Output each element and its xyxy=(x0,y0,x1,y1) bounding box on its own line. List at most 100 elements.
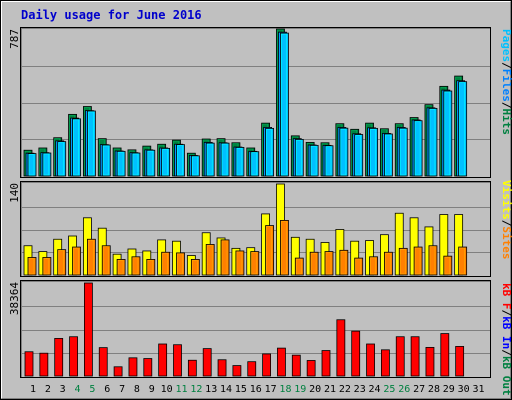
legend-hits: Hits xyxy=(500,109,512,136)
x-tick-label: 30 xyxy=(458,384,470,395)
x-tick-label: 11 xyxy=(175,384,187,395)
bar-pages-day-22 xyxy=(339,127,349,177)
bar-kb-day-6 xyxy=(98,347,108,377)
x-tick-label: 4 xyxy=(75,384,81,395)
bar-kb-day-23 xyxy=(351,330,361,377)
svg-text:Pages/Files/Hits: Pages/Files/Hits xyxy=(500,29,512,135)
bar-kb-day-27 xyxy=(410,336,420,377)
bar-sites-day-15 xyxy=(235,250,245,276)
bar-kb-day-13 xyxy=(202,348,212,377)
bar-kb-day-25 xyxy=(380,349,390,377)
legend-sep-2: / xyxy=(500,102,512,109)
bar-pages-day-29 xyxy=(443,90,453,177)
bar-kb-day-4 xyxy=(69,336,78,377)
bar-kb-day-16 xyxy=(247,361,257,377)
bar-sites-day-18 xyxy=(280,219,289,276)
bar-pages-day-9 xyxy=(146,149,156,177)
y-max-label-middle: 140 xyxy=(8,183,21,203)
panel-hits-files-pages: 787 Pages/Files/Hits xyxy=(8,27,512,178)
bar-pages-day-12 xyxy=(190,155,200,177)
x-tick-label: 5 xyxy=(89,384,95,395)
x-tick-label: 29 xyxy=(443,384,455,395)
x-tick-label: 28 xyxy=(428,384,440,395)
bar-pages-day-18 xyxy=(280,32,289,177)
bar-sites-day-27 xyxy=(413,246,423,276)
legend-visits: Visits xyxy=(500,180,512,220)
x-tick-label: 15 xyxy=(235,384,247,395)
bar-pages-day-14 xyxy=(220,142,230,177)
bar-kb-day-10 xyxy=(158,343,168,377)
bar-sites-day-25 xyxy=(383,251,393,276)
x-tick-label: 10 xyxy=(161,384,173,395)
bar-kb-day-15 xyxy=(232,365,242,377)
x-tick-label: 23 xyxy=(354,384,366,395)
bar-kb-day-19 xyxy=(291,354,301,377)
x-axis-labels: 1 2 3 4 5 6 7 8 9 10 11 12 13 14 15 16 17 18 19 20 21 22 23 24 2… xyxy=(30,384,485,395)
bar-sites-day-20 xyxy=(309,251,319,276)
bar-pages-day-10 xyxy=(161,147,171,177)
bar-pages-day-23 xyxy=(354,134,364,177)
legend-kb-in: kB In xyxy=(500,316,512,349)
x-tick-label: 21 xyxy=(324,384,336,395)
legend-sep-1: / xyxy=(500,62,512,69)
bar-pages-day-21 xyxy=(324,145,334,177)
bar-kb-day-8 xyxy=(128,357,138,377)
x-tick-label: 1 xyxy=(30,384,36,395)
bar-sites-day-1 xyxy=(27,257,37,276)
bar-pages-day-20 xyxy=(309,144,319,177)
bar-kb-day-24 xyxy=(366,343,375,377)
bar-kb-day-18 xyxy=(277,347,286,377)
plot-bevel-bottom xyxy=(21,281,490,377)
x-tick-label: 17 xyxy=(265,384,277,395)
bar-kb-day-20 xyxy=(306,360,316,377)
bar-pages-day-19 xyxy=(294,138,304,177)
x-tick-label: 2 xyxy=(45,384,51,395)
y-max-label-bottom: 38364 xyxy=(8,282,21,315)
bar-kb-day-21 xyxy=(321,350,331,377)
x-tick-label: 19 xyxy=(294,384,306,395)
bar-pages-day-24 xyxy=(369,127,378,177)
x-tick-label: 14 xyxy=(220,384,232,395)
legend-files: Files xyxy=(500,69,512,102)
plot-bevel-top xyxy=(21,28,490,177)
bars-middle xyxy=(23,183,468,276)
bar-sites-day-4 xyxy=(72,246,81,276)
x-tick-label: 7 xyxy=(119,384,125,395)
bar-kb-day-11 xyxy=(173,344,182,377)
bars-top xyxy=(23,28,468,177)
legend-top: Pages/Files/Hits xyxy=(500,29,512,135)
x-tick-label: 16 xyxy=(250,384,262,395)
x-tick-label: 20 xyxy=(309,384,321,395)
bar-sites-day-29 xyxy=(443,255,453,276)
bar-pages-day-7 xyxy=(116,150,126,177)
bar-kb-day-12 xyxy=(187,359,197,377)
bar-pages-day-17 xyxy=(265,127,275,177)
bar-kb-day-26 xyxy=(395,336,405,377)
legend-bottom: kB F/kB In/kB Out xyxy=(500,283,512,396)
bar-sites-day-24 xyxy=(369,256,378,276)
bar-pages-day-2 xyxy=(42,152,52,177)
bar-kb-day-17 xyxy=(262,353,272,377)
plot-bevel-middle xyxy=(21,182,490,276)
legend-kb-out: kB Out xyxy=(500,356,512,396)
bar-kb-day-2 xyxy=(39,352,49,377)
bar-sites-day-8 xyxy=(131,256,141,276)
legend-kb-f: kB F xyxy=(500,283,512,310)
bar-kb-day-30 xyxy=(455,346,465,377)
chart-title: Daily usage for June 2016 xyxy=(21,8,202,22)
bar-sites-day-28 xyxy=(428,245,438,276)
x-tick-label: 13 xyxy=(205,384,217,395)
y-max-label-top: 787 xyxy=(8,29,21,49)
bar-pages-day-13 xyxy=(205,142,215,177)
legend-sep-5: / xyxy=(500,349,512,356)
x-tick-label: 25 xyxy=(383,384,395,395)
bar-kb-day-14 xyxy=(217,359,227,377)
x-tick-label: 22 xyxy=(339,384,351,395)
bar-sites-day-3 xyxy=(57,249,67,276)
bar-pages-day-11 xyxy=(176,144,185,177)
bar-sites-day-13 xyxy=(205,244,215,276)
bar-pages-day-5 xyxy=(87,110,96,177)
